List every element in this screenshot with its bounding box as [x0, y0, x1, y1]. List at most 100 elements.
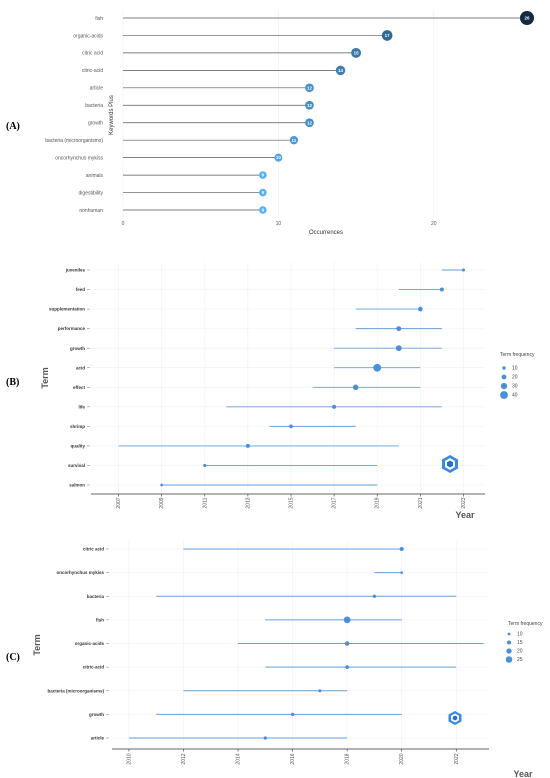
chart-b-term-label: performance: [58, 326, 86, 331]
chart-c-legend-label: 20: [517, 649, 523, 655]
chart-b-legend-label: 40: [512, 393, 518, 399]
chart-b-legend-swatch: [502, 366, 506, 370]
chart-a-value-label: 9: [262, 208, 265, 213]
chart-a-category-label: growth: [88, 121, 103, 127]
chart-b-legend-swatch: [500, 391, 508, 399]
chart-a-value-label: 9: [262, 173, 265, 178]
chart-b-xtick: 2017: [332, 497, 338, 508]
chart-c-xtick: 2018: [345, 753, 351, 764]
chart-a-point: [274, 153, 283, 162]
chart-b-ylabel: Term: [40, 367, 50, 388]
chart-c-xtick: 2020: [399, 753, 405, 764]
chart-c-median-point: [372, 594, 377, 598]
chart-b-term-label: effect: [73, 385, 86, 390]
chart-b-xtick: 2013: [245, 497, 251, 508]
chart-b-median-point: [289, 424, 293, 429]
chart-b-xlabel: Year: [455, 510, 475, 520]
chart-b-legend-swatch: [500, 382, 508, 390]
panel-label-b: (B): [6, 377, 19, 388]
chart-a-value-label: 12: [307, 85, 313, 90]
chart-c-xtick: 2012: [181, 753, 187, 764]
chart-b-legend-swatch: [501, 374, 507, 380]
chart-c-term-label: organic-acids: [75, 641, 105, 646]
chart-a-keywords-plus: Keywords Plus Occurrences 0 10 20 fish 26 org…: [45, 10, 534, 236]
chart-b-median-point: [396, 326, 402, 332]
chart-b-median-point: [418, 306, 423, 312]
chart-b-term-label: growth: [70, 346, 85, 351]
chart-b-term-label: acid: [76, 365, 85, 370]
chart-c-xtick: 2022: [454, 753, 460, 764]
chart-b-legend-label: 10: [512, 366, 518, 372]
chart-c-legend-swatch: [507, 632, 511, 636]
chart-a-point: [259, 171, 267, 179]
chart-a-point: [305, 100, 314, 110]
chart-a-value-label: 17: [385, 33, 391, 38]
chart-c-legend-label: 15: [517, 640, 523, 646]
chart-b-median-point: [332, 404, 337, 409]
chart-c-term-label: citric acid: [83, 547, 104, 552]
panel-label-a: (A): [6, 121, 20, 132]
chart-a-point: [335, 65, 346, 76]
chart-c-median-point: [400, 571, 404, 574]
chart-b-xtick: 2023: [461, 497, 467, 508]
chart-b-legend-label: 20: [512, 375, 518, 381]
chart-b-term-label: quality: [70, 444, 85, 449]
chart-c-term-label: citric-acid: [83, 665, 105, 670]
chart-a-value-label: 10: [276, 155, 282, 160]
chart-b-logo-icon: [442, 455, 458, 473]
chart-b-median-point: [352, 384, 359, 390]
chart-a-category-label: citric-acid: [82, 68, 103, 74]
chart-a-category-label: oncorhynchus mykiss: [55, 155, 103, 161]
chart-c-term-label: bacteria: [87, 594, 105, 599]
chart-b-median-point: [160, 483, 164, 487]
chart-a-value-label: 9: [262, 190, 265, 195]
chart-c-xlabel: Year: [513, 769, 533, 778]
chart-a-value-label: 11: [292, 138, 297, 143]
chart-b-median-point: [203, 463, 207, 468]
chart-a-xtick: 20: [431, 221, 437, 227]
chart-c-logo-icon: [448, 711, 462, 725]
chart-a-category-label: citric acid: [82, 51, 103, 57]
chart-b-median-point: [373, 363, 382, 372]
chart-c-legend-swatch: [506, 648, 512, 654]
chart-c-median-point: [399, 546, 404, 552]
chart-b-xtick: 2015: [289, 497, 295, 508]
chart-b-term-label: shrimp: [70, 424, 85, 429]
chart-a-point: [305, 83, 314, 93]
chart-c-trend-topics: Term Year Term frequency 2010 2012 2014 201…: [32, 541, 543, 778]
chart-b-median-point: [461, 268, 465, 272]
chart-c-legend-label: 10: [517, 632, 523, 638]
chart-c-median-point: [343, 616, 351, 624]
chart-c-median-point: [290, 712, 295, 717]
chart-b-median-point: [439, 287, 444, 292]
chart-a-category-label: animals: [86, 173, 104, 179]
chart-c-legend-label: 25: [517, 657, 523, 663]
chart-a-xlabel: Occurrences: [309, 230, 343, 236]
chart-a-category-label: bacteria: [85, 103, 103, 109]
chart-a-value-label: 15: [354, 51, 360, 56]
chart-a-category-label: bacteria (microorganisms): [45, 138, 103, 144]
chart-a-point: [381, 30, 393, 41]
chart-c-median-point: [263, 736, 267, 740]
chart-c-xtick: 2014: [236, 753, 242, 764]
chart-c-legend-swatch: [506, 640, 512, 645]
panel-label-c: (C): [6, 652, 20, 663]
chart-a-value-label: 12: [307, 103, 313, 108]
chart-c-legend-title: Term frequency: [508, 621, 543, 627]
chart-a-category-label: fish: [95, 16, 103, 22]
chart-b-xtick: 2021: [418, 497, 424, 508]
chart-c-term-label: growth: [89, 712, 104, 717]
chart-a-value-label: 12: [307, 120, 313, 125]
chart-b-xtick: 2009: [159, 497, 165, 508]
chart-c-term-label: bacteria (microorganisms): [47, 688, 104, 693]
chart-b-trend-topics: Term Year Term frequency 2007 2009 2011 201…: [40, 262, 535, 520]
chart-c-term-label: fish: [96, 617, 104, 622]
chart-b-median-point: [395, 345, 402, 352]
chart-c-median-point: [318, 689, 322, 693]
chart-a-point: [289, 136, 299, 145]
chart-a-category-label: article: [90, 86, 104, 92]
chart-c-term-label: oncorhynchus mykiss: [56, 570, 104, 575]
chart-a-ylabel: Keywords Plus: [109, 95, 115, 135]
chart-a-value-label: 14: [338, 68, 344, 73]
chart-b-xtick: 2019: [375, 497, 381, 508]
